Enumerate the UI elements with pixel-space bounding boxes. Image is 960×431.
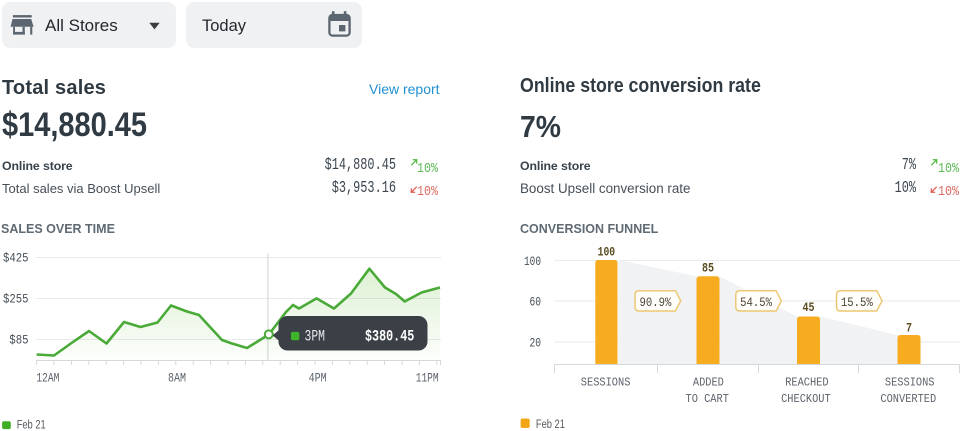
svg-text:45: 45 <box>803 300 815 315</box>
svg-text:ADDED: ADDED <box>693 376 724 390</box>
svg-text:$255: $255 <box>3 292 29 307</box>
svg-text:60: 60 <box>530 295 542 310</box>
svg-text:20: 20 <box>530 336 542 351</box>
svg-text:15.5%: 15.5% <box>841 295 873 310</box>
svg-text:$425: $425 <box>3 251 29 266</box>
svg-text:3PM: 3PM <box>305 328 326 346</box>
svg-text:7: 7 <box>906 321 912 336</box>
svg-text:Feb 21: Feb 21 <box>536 419 565 431</box>
svg-text:12AM: 12AM <box>36 372 59 386</box>
svg-text:SESSIONS: SESSIONS <box>885 376 935 390</box>
svg-text:8AM: 8AM <box>168 372 186 386</box>
svg-text:TO CART: TO CART <box>686 392 729 406</box>
svg-text:REACHED: REACHED <box>785 376 828 390</box>
svg-text:11PM: 11PM <box>416 372 439 386</box>
svg-text:90.9%: 90.9% <box>639 295 671 310</box>
svg-text:100: 100 <box>598 245 616 260</box>
svg-text:85: 85 <box>702 261 714 276</box>
svg-text:54.5%: 54.5% <box>740 295 772 310</box>
svg-text:$380.45: $380.45 <box>365 328 414 346</box>
svg-text:CONVERTED: CONVERTED <box>880 392 936 406</box>
svg-text:CHECKOUT: CHECKOUT <box>781 392 831 406</box>
svg-text:100: 100 <box>524 254 541 269</box>
svg-text:Feb 21: Feb 21 <box>17 420 46 431</box>
svg-text:$85: $85 <box>9 333 28 348</box>
svg-text:SESSIONS: SESSIONS <box>581 376 631 390</box>
svg-text:4PM: 4PM <box>309 372 327 386</box>
